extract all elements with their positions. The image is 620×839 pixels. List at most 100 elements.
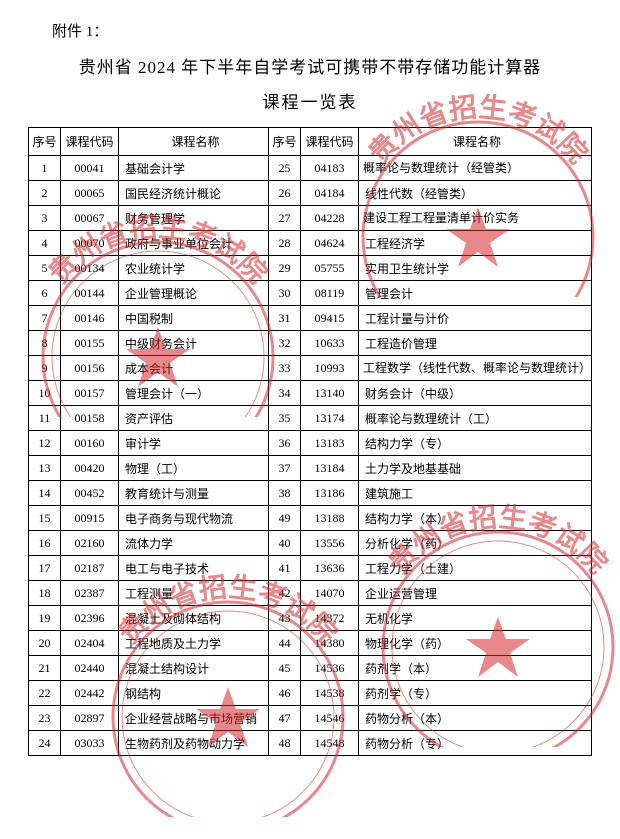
cell-name: 资产评估 xyxy=(119,406,269,431)
cell-seq: 21 xyxy=(29,656,61,681)
cell-seq: 43 xyxy=(269,606,301,631)
cell-name: 成本会计 xyxy=(119,356,269,381)
cell-name: 线性代数（经管类） xyxy=(359,181,592,206)
cell-name: 药物分析（本） xyxy=(359,706,592,731)
th-code-right: 课程代码 xyxy=(301,128,359,156)
course-table: 序号 课程代码 课程名称 序号 课程代码 课程名称 100041基础会计学250… xyxy=(28,127,592,756)
cell-seq: 30 xyxy=(269,281,301,306)
table-row: 1500915电子商务与现代物流4913188结构力学（本） xyxy=(29,506,592,531)
cell-name: 混凝土及砌体结构 xyxy=(119,606,269,631)
table-body: 100041基础会计学2504183概率论与数理统计（经管类）200065国民经… xyxy=(29,156,592,756)
cell-seq: 41 xyxy=(269,556,301,581)
cell-code: 00070 xyxy=(61,231,119,256)
cell-name: 工程造价管理 xyxy=(359,331,592,356)
cell-code: 14548 xyxy=(301,731,359,756)
cell-code: 02442 xyxy=(61,681,119,706)
cell-code: 14070 xyxy=(301,581,359,606)
table-row: 200065国民经济统计概论2604184线性代数（经管类） xyxy=(29,181,592,206)
table-row: 400070政府与事业单位会计2804624工程经济学 xyxy=(29,231,592,256)
cell-code: 14538 xyxy=(301,681,359,706)
th-name-right: 课程名称 xyxy=(359,128,592,156)
cell-code: 00157 xyxy=(61,381,119,406)
cell-code: 00452 xyxy=(61,481,119,506)
cell-name: 结构力学（本） xyxy=(359,506,592,531)
cell-code: 13183 xyxy=(301,431,359,456)
cell-name: 无机化学 xyxy=(359,606,592,631)
cell-code: 02897 xyxy=(61,706,119,731)
cell-seq: 35 xyxy=(269,406,301,431)
cell-code: 00420 xyxy=(61,456,119,481)
cell-code: 04183 xyxy=(301,156,359,181)
cell-code: 02160 xyxy=(61,531,119,556)
cell-name: 混凝土结构设计 xyxy=(119,656,269,681)
cell-name: 结构力学（专） xyxy=(359,431,592,456)
cell-code: 14372 xyxy=(301,606,359,631)
cell-name: 国民经济统计概论 xyxy=(119,181,269,206)
cell-seq: 36 xyxy=(269,431,301,456)
th-name-left: 课程名称 xyxy=(119,128,269,156)
cell-code: 14536 xyxy=(301,656,359,681)
cell-seq: 24 xyxy=(29,731,61,756)
cell-seq: 22 xyxy=(29,681,61,706)
cell-seq: 34 xyxy=(269,381,301,406)
cell-name: 分析化学（药） xyxy=(359,531,592,556)
cell-code: 00915 xyxy=(61,506,119,531)
cell-name: 电子商务与现代物流 xyxy=(119,506,269,531)
cell-code: 00155 xyxy=(61,331,119,356)
cell-code: 09415 xyxy=(301,306,359,331)
cell-seq: 4 xyxy=(29,231,61,256)
cell-seq: 46 xyxy=(269,681,301,706)
cell-seq: 19 xyxy=(29,606,61,631)
cell-code: 13184 xyxy=(301,456,359,481)
cell-name: 土力学及地基基础 xyxy=(359,456,592,481)
cell-name: 工程力学（土建） xyxy=(359,556,592,581)
cell-name: 钢结构 xyxy=(119,681,269,706)
cell-seq: 6 xyxy=(29,281,61,306)
cell-name: 概率论与数理统计（经管类） xyxy=(359,156,592,181)
cell-seq: 28 xyxy=(269,231,301,256)
cell-code: 13174 xyxy=(301,406,359,431)
cell-code: 00160 xyxy=(61,431,119,456)
cell-code: 02387 xyxy=(61,581,119,606)
cell-seq: 40 xyxy=(269,531,301,556)
cell-name: 管理会计 xyxy=(359,281,592,306)
cell-seq: 18 xyxy=(29,581,61,606)
cell-code: 00065 xyxy=(61,181,119,206)
cell-name: 建筑施工 xyxy=(359,481,592,506)
cell-seq: 11 xyxy=(29,406,61,431)
cell-name: 企业经营战略与市场营销 xyxy=(119,706,269,731)
cell-seq: 25 xyxy=(269,156,301,181)
cell-code: 00146 xyxy=(61,306,119,331)
cell-seq: 38 xyxy=(269,481,301,506)
cell-seq: 37 xyxy=(269,456,301,481)
cell-code: 05755 xyxy=(301,256,359,281)
cell-name: 企业运营管理 xyxy=(359,581,592,606)
cell-name: 中级财务会计 xyxy=(119,331,269,356)
cell-name: 药剂学（本） xyxy=(359,656,592,681)
cell-code: 02187 xyxy=(61,556,119,581)
cell-name: 管理会计（一） xyxy=(119,381,269,406)
cell-seq: 10 xyxy=(29,381,61,406)
cell-name: 工程计量与计价 xyxy=(359,306,592,331)
table-row: 2102440混凝土结构设计4514536药剂学（本） xyxy=(29,656,592,681)
cell-name: 药物分析（专） xyxy=(359,731,592,756)
attachment-label: 附件 1： xyxy=(52,20,592,41)
cell-name: 教育统计与测量 xyxy=(119,481,269,506)
cell-code: 04624 xyxy=(301,231,359,256)
table-row: 300067财务管理学2704228建设工程工程量清单计价实务 xyxy=(29,206,592,231)
cell-code: 00156 xyxy=(61,356,119,381)
cell-seq: 26 xyxy=(269,181,301,206)
table-row: 600144企业管理概论3008119管理会计 xyxy=(29,281,592,306)
cell-name: 农业统计学 xyxy=(119,256,269,281)
cell-code: 00067 xyxy=(61,206,119,231)
table-row: 2302897企业经营战略与市场营销4714546药物分析（本） xyxy=(29,706,592,731)
cell-seq: 20 xyxy=(29,631,61,656)
cell-name: 生物药剂及药物动力学 xyxy=(119,731,269,756)
cell-seq: 2 xyxy=(29,181,61,206)
cell-seq: 45 xyxy=(269,656,301,681)
cell-code: 00144 xyxy=(61,281,119,306)
table-row: 1702187电工与电子技术4113636工程力学（土建） xyxy=(29,556,592,581)
cell-code: 00134 xyxy=(61,256,119,281)
cell-name: 财务会计（中级） xyxy=(359,381,592,406)
cell-seq: 13 xyxy=(29,456,61,481)
